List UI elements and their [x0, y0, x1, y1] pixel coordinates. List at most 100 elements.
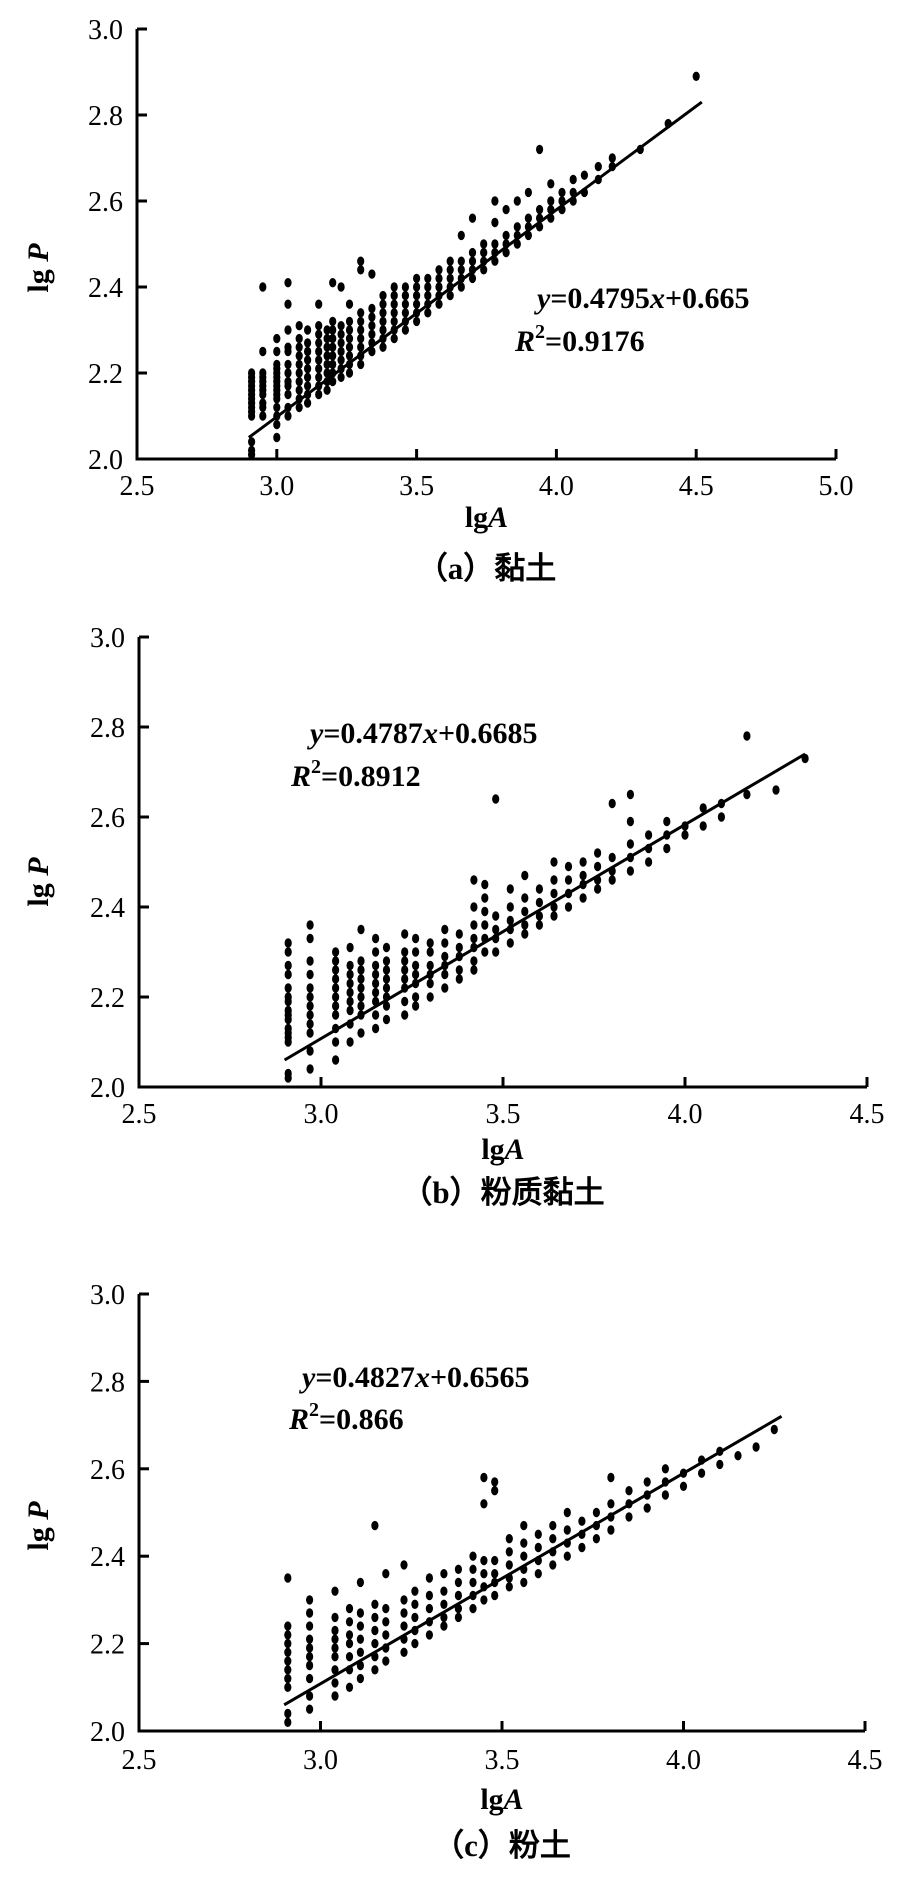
scatter-point	[284, 1573, 292, 1583]
scatter-point	[332, 1037, 340, 1047]
scatter-point	[337, 329, 345, 339]
scatter-point	[692, 71, 700, 82]
scatter-point	[346, 1037, 354, 1047]
scatter-point	[513, 222, 521, 232]
y-tick-label: 2.6	[90, 1455, 125, 1486]
r-squared-label: R2=0.8912	[290, 756, 421, 793]
scatter-point	[323, 351, 331, 361]
scatter-point	[400, 1595, 408, 1605]
scatter-point	[401, 947, 409, 957]
scatter-point	[332, 965, 340, 975]
scatter-point	[295, 385, 303, 395]
scatter-point	[357, 342, 365, 352]
scatter-point	[356, 1621, 364, 1631]
panel-b: 2.5 3.0 3.5 4.0 4.5 2.0 2.2 2.4 2.6 2.8 3.0 y=0.478…	[22, 623, 885, 1210]
scatter-point	[331, 1691, 339, 1701]
scatter-point	[506, 884, 514, 894]
scatter-point	[306, 933, 314, 944]
scatter-point	[661, 1464, 670, 1474]
scatter-point	[284, 1621, 292, 1631]
scatter-point	[357, 983, 365, 993]
scatter-point	[329, 351, 337, 361]
scatter-point	[470, 920, 478, 930]
scatter-point	[401, 929, 409, 939]
scatter-point	[295, 333, 303, 344]
scatter-point	[306, 1660, 314, 1671]
scatter-point	[368, 321, 376, 331]
scatter-point	[506, 938, 514, 948]
scatter-point	[663, 843, 671, 854]
scatter-point	[734, 1451, 742, 1461]
x-axis: 2.5 3.0 3.5 4.0 4.5	[122, 1721, 883, 1776]
scatter-point	[323, 325, 331, 335]
scatter-point	[411, 1586, 419, 1596]
x-tick-label: 5.0	[819, 471, 854, 502]
x-axis-title: lgA	[480, 1783, 523, 1816]
y-axis-title: lg P	[22, 243, 55, 293]
scatter-point	[481, 920, 489, 930]
y-tick-label: 3.0	[90, 1280, 125, 1311]
scatter-point	[558, 187, 566, 198]
scatter-point	[273, 432, 281, 443]
scatter-point	[337, 282, 345, 292]
scatter-point	[502, 204, 510, 215]
scatter-point	[770, 1424, 778, 1435]
y-axis: 2.0 2.2 2.4 2.6 2.8 3.0	[90, 1280, 149, 1748]
scatter-point	[521, 920, 529, 930]
scatter-point	[357, 992, 365, 1002]
scatter-point	[412, 992, 420, 1002]
r-squared-label: R2=0.9176	[514, 321, 645, 358]
scatter-point	[284, 969, 292, 980]
scatter-point	[699, 803, 707, 813]
scatter-point	[372, 1023, 380, 1034]
scatter-point	[468, 256, 477, 266]
scatter-point	[331, 1634, 339, 1644]
scatter-point	[382, 1617, 390, 1627]
scatter-point	[492, 924, 500, 935]
scatter-point	[331, 1643, 339, 1653]
scatter-point	[379, 342, 387, 352]
scatter-point	[520, 1577, 528, 1588]
trendline	[247, 100, 703, 439]
scatter-point	[412, 969, 420, 980]
scatter-point	[579, 893, 587, 903]
scatter-point	[259, 411, 267, 421]
scatter-point	[295, 351, 303, 361]
scatter-point	[329, 278, 337, 288]
scatter-point	[306, 1001, 314, 1011]
scatter-point	[401, 290, 409, 301]
scatter-point	[345, 368, 354, 378]
equation-label: y=0.4827x+0.6565	[299, 1361, 530, 1394]
scatter-point	[492, 794, 500, 804]
scatter-point	[491, 1590, 499, 1601]
scatter-point	[491, 217, 499, 228]
scatter-point	[425, 1630, 433, 1640]
scatter-point	[455, 942, 463, 953]
scatter-point	[357, 316, 365, 327]
scatter-point	[401, 282, 409, 292]
scatter-point	[337, 372, 345, 382]
y-tick-label: 2.8	[88, 101, 123, 132]
scatter-point	[337, 321, 345, 331]
scatter-point	[491, 196, 499, 206]
scatter-point	[323, 368, 331, 378]
scatter-point	[306, 1595, 314, 1605]
scatter-point	[382, 1569, 390, 1579]
scatter-point	[323, 359, 331, 370]
scatter-point	[626, 789, 635, 800]
scatter-point	[315, 338, 323, 348]
scatter-point	[400, 1621, 408, 1631]
x-tick-label: 2.5	[122, 1745, 157, 1776]
scatter-point	[440, 1586, 448, 1596]
scatter-point	[549, 1560, 557, 1570]
scatter-point	[435, 299, 443, 309]
scatter-point	[425, 1590, 433, 1601]
scatter-point	[564, 902, 573, 912]
scatter-point	[607, 1525, 615, 1535]
scatter-point	[549, 1520, 557, 1531]
scatter-point	[379, 308, 387, 318]
scatter-point	[315, 329, 323, 339]
scatter-point	[284, 1638, 292, 1649]
scatter-point	[372, 960, 380, 971]
scatter-point	[357, 924, 365, 935]
